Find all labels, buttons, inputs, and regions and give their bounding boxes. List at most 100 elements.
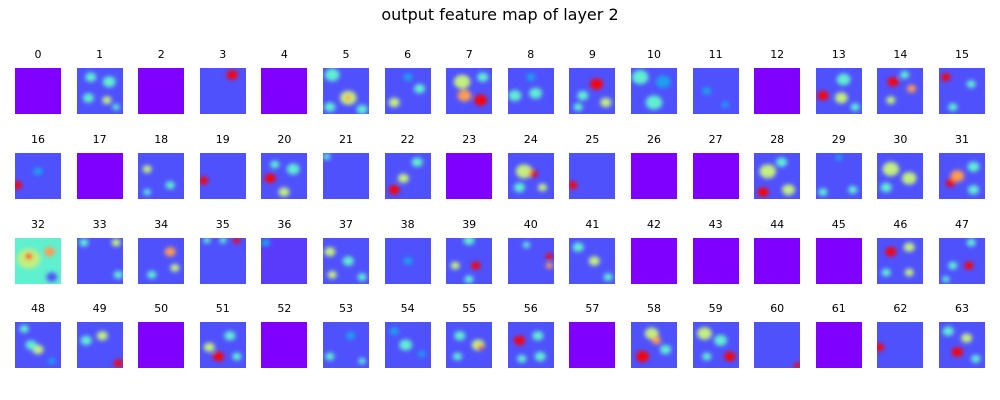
activation-blob: [324, 102, 336, 112]
activation-blob: [477, 72, 489, 82]
activation-blob: [759, 164, 777, 179]
feature-map-tile: [569, 68, 616, 114]
activation-blob: [942, 276, 950, 283]
tile-background: [15, 153, 61, 199]
activation-blob: [696, 327, 712, 340]
activation-blob: [46, 272, 58, 282]
channel-label: 35: [215, 218, 230, 231]
tile-background: [692, 153, 739, 199]
feature-map-image: [199, 322, 246, 368]
tile-background: [754, 68, 801, 114]
feature-map-image: [446, 238, 493, 284]
activation-blob: [942, 326, 954, 336]
activation-blob: [454, 74, 471, 89]
activation-blob: [402, 73, 413, 82]
feature-map-tile: [939, 238, 985, 284]
feature-map-image: [138, 322, 185, 368]
channel-label: 44: [770, 218, 785, 231]
activation-blob: [882, 162, 900, 177]
activation-blob: [776, 157, 788, 167]
channel-label: 4: [280, 48, 288, 61]
tile-background: [76, 153, 123, 199]
feature-map-tile: [815, 238, 862, 284]
channel-label: 18: [154, 133, 169, 146]
activation-blob: [102, 76, 116, 88]
feature-map-tile: [446, 153, 493, 199]
activation-blob: [900, 70, 910, 79]
tile-background: [631, 238, 677, 284]
feature-map-tile: [692, 68, 739, 114]
channel-label: 5: [342, 48, 350, 61]
channel-label: 32: [31, 218, 45, 231]
activation-blob: [388, 97, 400, 108]
activation-blob: [966, 238, 976, 247]
tile-background: [877, 238, 924, 284]
activation-blob: [600, 97, 612, 108]
activation-blob: [224, 331, 236, 341]
activation-blob: [526, 73, 536, 82]
activation-blob: [471, 339, 485, 351]
feature-map-tile: [138, 68, 185, 114]
activation-blob: [453, 352, 463, 361]
feature-map-tile: [939, 322, 985, 368]
activation-blob: [147, 270, 157, 279]
feature-map-image: [261, 238, 308, 284]
tile-background: [446, 153, 493, 199]
channel-label: 26: [647, 133, 661, 146]
feature-map-image: [815, 322, 862, 368]
activation-blob: [877, 343, 885, 352]
feature-map-tile: [877, 238, 924, 284]
feature-map-tile: [939, 153, 985, 199]
activation-blob: [413, 84, 425, 94]
activation-blob: [945, 178, 956, 187]
feature-map-image: [939, 68, 985, 114]
channel-label: 11: [708, 48, 723, 61]
channel-label: 19: [215, 133, 230, 146]
tile-background: [199, 153, 246, 199]
feature-map-image: [446, 322, 493, 368]
feature-map-tile: [323, 322, 369, 368]
activation-blob: [573, 103, 584, 112]
feature-map-tile: [261, 68, 308, 114]
channel-label: 36: [277, 218, 292, 231]
tile-background: [199, 238, 246, 284]
tile-background: [507, 238, 554, 284]
activation-blob: [589, 256, 601, 266]
feature-map-tile: [631, 322, 677, 368]
activation-blob: [219, 238, 227, 244]
channel-label: 0: [34, 48, 42, 61]
activation-blob: [590, 78, 604, 90]
tile-background: [138, 322, 185, 368]
channel-label: 14: [893, 48, 908, 61]
feature-map-image: [507, 68, 554, 114]
feature-map-image: [754, 68, 801, 114]
feature-map-image: [569, 238, 616, 284]
activation-blob: [398, 339, 412, 351]
activation-blob: [887, 77, 900, 87]
feature-map-image: [138, 153, 185, 199]
feature-map-tile: [323, 153, 369, 199]
channel-label: 46: [893, 218, 908, 231]
activation-blob: [226, 70, 238, 80]
channel-label: 45: [831, 218, 846, 231]
channel-label: 58: [647, 302, 661, 315]
activation-blob: [886, 96, 896, 105]
feature-map-tile: [754, 238, 801, 284]
feature-map-tile: [76, 153, 123, 199]
channel-label: 51: [215, 302, 230, 315]
tile-background: [76, 322, 123, 368]
feature-map-tile: [199, 68, 246, 114]
activation-blob: [537, 183, 547, 192]
feature-map-image: [15, 238, 61, 284]
feature-map-tile: [261, 153, 308, 199]
channel-label: 60: [770, 302, 785, 315]
feature-map-tile: [754, 153, 801, 199]
activation-blob: [101, 96, 112, 105]
activation-blob: [636, 351, 649, 362]
activation-blob: [111, 238, 121, 247]
activation-blob: [757, 187, 769, 197]
figure-title: output feature map of layer 2: [381, 5, 619, 24]
activation-blob: [723, 351, 735, 362]
feature-map-tile: [384, 153, 431, 199]
activation-blob: [967, 185, 980, 195]
